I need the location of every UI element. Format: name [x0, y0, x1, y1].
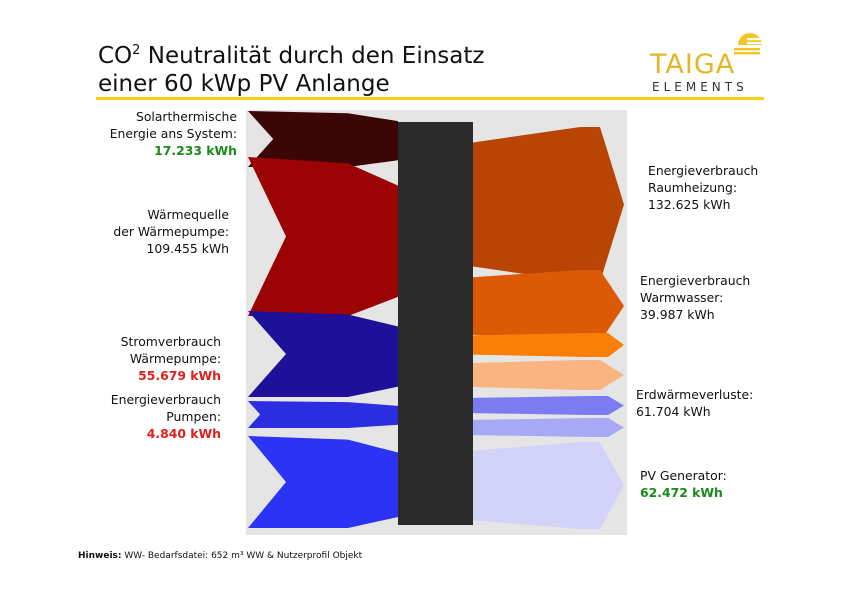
output-label-6: PV Generator: 62.472 kWh — [640, 467, 727, 501]
taiga-logo: TAIGA ELEMENTS — [650, 31, 770, 94]
input-flow-3 — [248, 401, 398, 428]
logo-brand: TAIGA — [650, 49, 736, 80]
input-label-1: Wärmequelle der Wärmepumpe: 109.455 kWh — [113, 206, 229, 257]
output-value: 61.704 kWh — [636, 404, 711, 419]
output-value: 132.625 kWh — [648, 197, 731, 212]
input-label-3: Energieverbrauch Pumpen: 4.840 kWh — [111, 391, 221, 442]
output-label-1: Energieverbrauch Warmwasser: 39.987 kWh — [640, 272, 750, 323]
input-value: 109.455 kWh — [146, 241, 229, 256]
output-flow-0 — [473, 127, 624, 282]
output-flow-2 — [473, 333, 624, 357]
header-rule — [96, 97, 764, 100]
sun-icon — [734, 33, 767, 55]
output-flow-1 — [473, 270, 624, 342]
input-label-line: Solarthermische — [135, 109, 237, 124]
input-label-line: Energie ans System: — [109, 126, 237, 141]
output-label-line: Erdwärmeverluste: — [636, 387, 754, 402]
input-value: 4.840 kWh — [146, 426, 221, 441]
input-flow-4 — [248, 436, 398, 528]
input-flow-0 — [248, 111, 398, 167]
input-label-2: Stromverbrauch Wärmepumpe: 55.679 kWh — [121, 333, 221, 384]
input-flow-2 — [248, 311, 398, 397]
input-label-line: Pumpen: — [166, 409, 221, 424]
output-label-line: Warmwasser: — [640, 290, 724, 305]
output-flow-6 — [473, 442, 624, 529]
output-label-line: Raumheizung: — [648, 180, 738, 195]
output-flow-3 — [473, 360, 624, 390]
input-label-0: Solarthermische Energie ans System: 17.233… — [110, 108, 237, 159]
input-label-line: Wärmepumpe: — [129, 351, 221, 366]
logo-subtitle: ELEMENTS — [652, 80, 748, 94]
output-label-4: Erdwärmeverluste: 61.704 kWh — [636, 386, 753, 420]
page-title: CO2 Neutralität durch den Einsatz einer … — [98, 43, 485, 97]
input-label-line: Energieverbrauch — [110, 392, 221, 407]
output-label-line: Energieverbrauch — [640, 273, 751, 288]
output-value: 62.472 kWh — [640, 485, 723, 500]
output-label-line: PV Generator: — [640, 468, 727, 483]
output-flow-4 — [473, 396, 624, 415]
input-flow-1 — [248, 157, 398, 316]
input-label-line: der Wärmepumpe: — [113, 224, 229, 239]
output-label-line: Energieverbrauch — [648, 163, 759, 178]
output-label-0: Energieverbrauch Raumheizung: 132.625 kWh — [648, 162, 758, 213]
input-value: 17.233 kWh — [154, 143, 237, 158]
output-flow-5 — [473, 418, 624, 437]
input-label-line: Wärmequelle — [147, 207, 229, 222]
output-value: 39.987 kWh — [640, 307, 715, 322]
input-label-line: Stromverbrauch — [120, 334, 221, 349]
input-value: 55.679 kWh — [138, 368, 221, 383]
energy-hub — [398, 122, 473, 525]
footnote: Hinweis: WW- Bedarfsdatei: 652 m³ WW & N… — [78, 551, 363, 561]
